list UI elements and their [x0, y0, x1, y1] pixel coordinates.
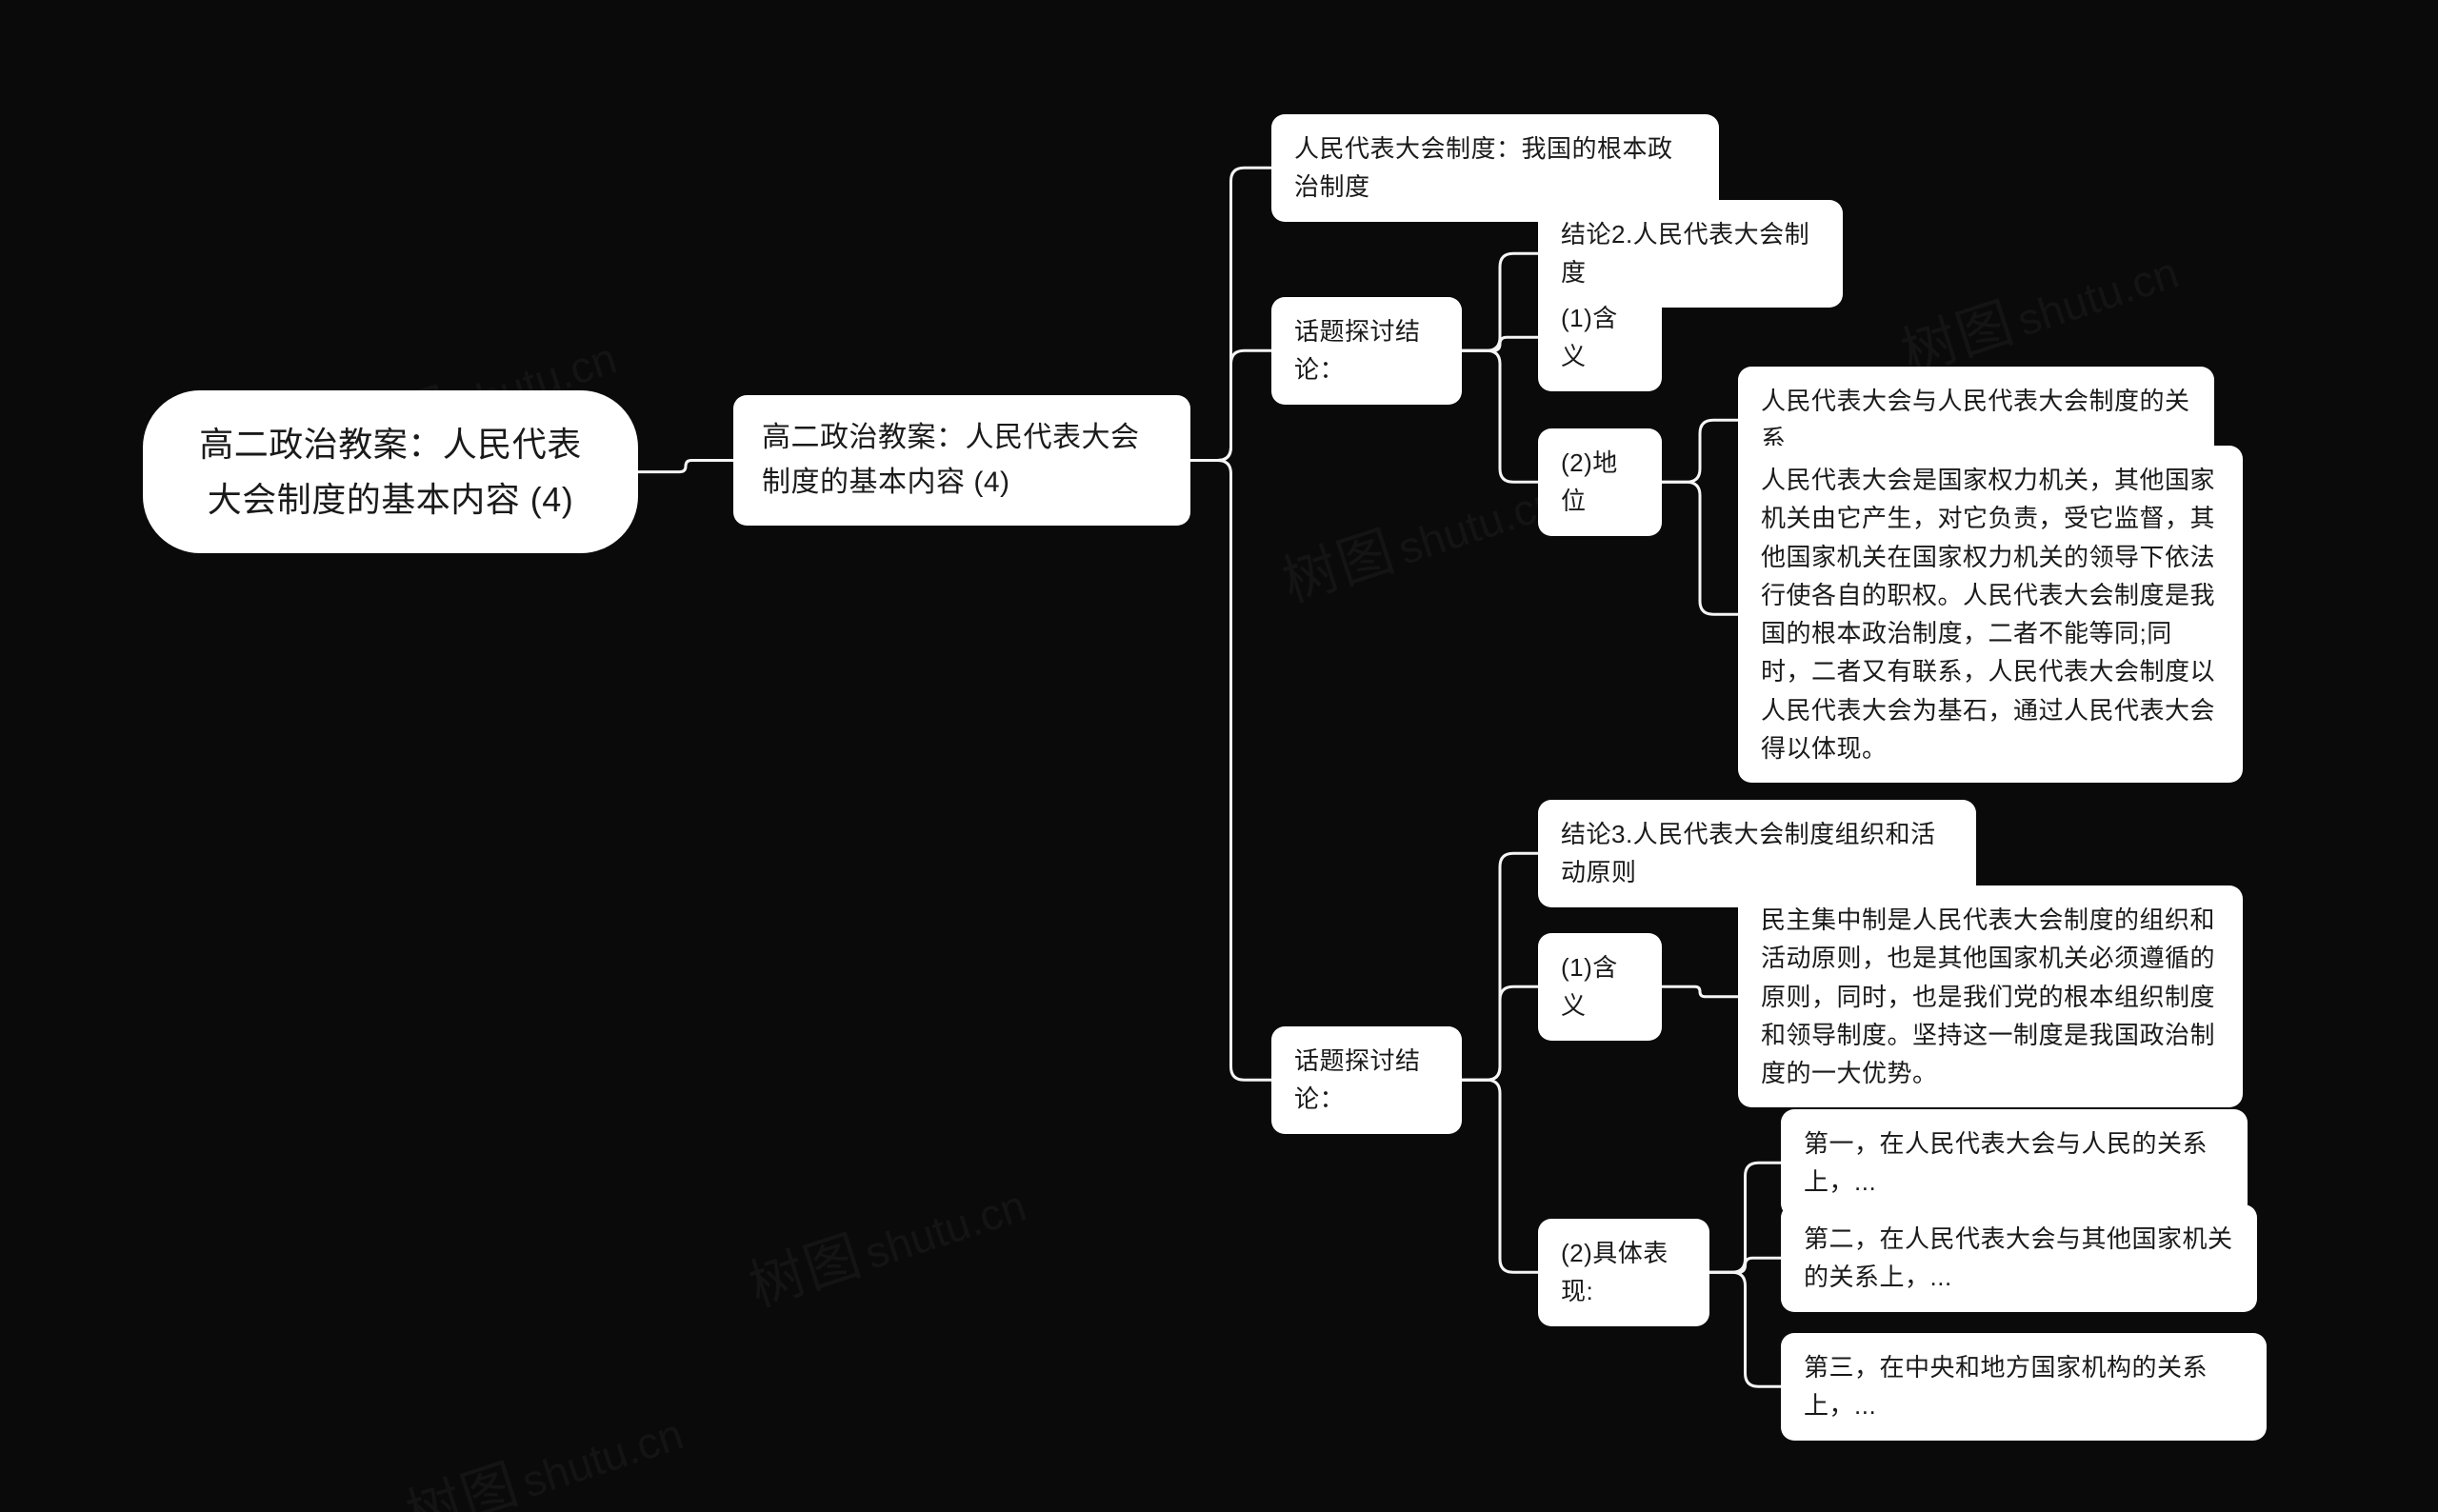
node-b3b[interactable]: (1)含义: [1538, 933, 1662, 1041]
node-b2c[interactable]: (2)地位: [1538, 428, 1662, 536]
watermark: 树图shutu.cn: [737, 1158, 1033, 1323]
node-b3c3[interactable]: 第三，在中央和地方国家机构的关系上，...: [1781, 1333, 2267, 1441]
watermark: 树图shutu.cn: [1270, 453, 1567, 618]
node-branch2[interactable]: 话题探讨结论：: [1271, 297, 1462, 405]
node-b3c[interactable]: (2)具体表现:: [1538, 1219, 1709, 1326]
node-b2b[interactable]: (1)含义: [1538, 284, 1662, 391]
node-b3c2[interactable]: 第二，在人民代表大会与其他国家机关的关系上，...: [1781, 1204, 2257, 1312]
node-level1[interactable]: 高二政治教案：人民代表大会制度的基本内容 (4): [733, 395, 1190, 526]
node-b3b1[interactable]: 民主集中制是人民代表大会制度的组织和活动原则，也是其他国家机关必须遵循的原则，同…: [1738, 885, 2243, 1107]
node-b3c1[interactable]: 第一，在人民代表大会与人民的关系上，...: [1781, 1109, 2248, 1217]
node-branch3[interactable]: 话题探讨结论：: [1271, 1026, 1462, 1134]
node-b2c2[interactable]: 人民代表大会是国家权力机关，其他国家机关由它产生，对它负责，受它监督，其他国家机…: [1738, 446, 2243, 783]
watermark: 树图shutu.cn: [394, 1386, 690, 1512]
mindmap-root[interactable]: 高二政治教案：人民代表大会制度的基本内容 (4): [143, 390, 638, 553]
watermark: 树图shutu.cn: [1889, 225, 2186, 389]
